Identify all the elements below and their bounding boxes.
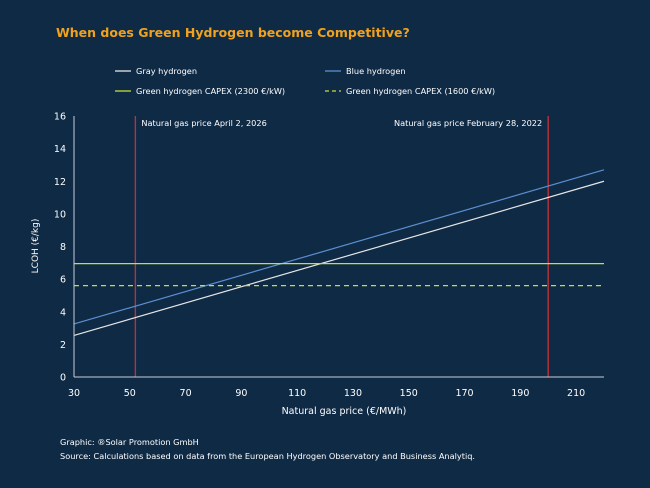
legend-label-4: Green hydrogen CAPEX (1600 €/kW) <box>346 86 495 96</box>
source-text: Source: Calculations based on data from … <box>60 451 476 461</box>
x-tick-label: 170 <box>455 388 473 399</box>
x-tick-label: 130 <box>344 388 362 399</box>
series-line-1 <box>73 180 605 336</box>
legend: Gray hydrogen Blue hydrogen Green hydrogen… <box>115 66 495 96</box>
y-tick-label: 12 <box>54 177 66 188</box>
x-tick-label: 190 <box>511 388 529 399</box>
y-tick-label: 14 <box>54 144 66 155</box>
credit-text: Graphic: ®Solar Promotion GmbH <box>60 437 199 447</box>
legend-label-1: Gray hydrogen <box>136 66 197 76</box>
y-tick-label: 10 <box>54 209 66 220</box>
x-tick-label: 70 <box>180 388 192 399</box>
annotations: Natural gas price April 2, 2026 Natural g… <box>134 116 549 377</box>
axes: 0 2 4 6 8 10 12 14 16 30 50 70 90 110 130 150 170 190 210 <box>54 112 604 399</box>
legend-label-2: Blue hydrogen <box>346 66 406 76</box>
legend-label-3: Green hydrogen CAPEX (2300 €/kW) <box>136 86 285 96</box>
y-tick-label: 16 <box>54 112 66 123</box>
x-tick-label: 50 <box>124 388 136 399</box>
x-tick-label: 30 <box>68 388 80 399</box>
y-tick-label: 8 <box>60 242 66 253</box>
x-tick-label: 90 <box>235 388 247 399</box>
y-tick-label: 4 <box>60 307 66 318</box>
x-axis-label: Natural gas price (€/MWh) <box>282 406 407 417</box>
chart-title: When does Green Hydrogen become Competit… <box>56 25 410 40</box>
y-tick-label: 2 <box>60 340 66 351</box>
marker-label-2: Natural gas price February 28, 2022 <box>394 118 542 128</box>
y-axis-label: LCOH (€/kg) <box>31 219 41 274</box>
x-tick-label: 210 <box>567 388 585 399</box>
y-tick-label: 6 <box>60 275 66 286</box>
series-line-2 <box>73 169 605 325</box>
x-tick-label: 110 <box>288 388 306 399</box>
x-tick-label: 150 <box>400 388 418 399</box>
series-lines <box>73 169 605 336</box>
marker-label-1: Natural gas price April 2, 2026 <box>141 118 266 128</box>
y-tick-label: 0 <box>60 373 66 384</box>
